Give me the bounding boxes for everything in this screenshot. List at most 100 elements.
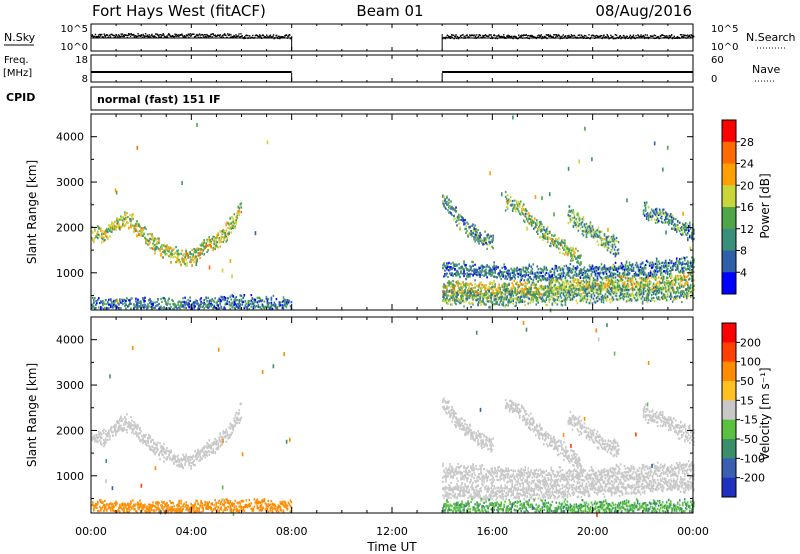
echo-cell bbox=[101, 306, 103, 310]
echo-cell bbox=[613, 272, 616, 275]
echo-cell bbox=[654, 262, 657, 265]
echo-cell bbox=[214, 239, 217, 242]
echo-cell bbox=[642, 209, 645, 212]
echo-cell bbox=[235, 299, 238, 302]
echo-cell bbox=[620, 262, 623, 265]
nsky-point bbox=[162, 33, 164, 35]
echo-cell bbox=[458, 273, 460, 276]
echo-cell bbox=[281, 306, 284, 310]
echo-cell bbox=[565, 273, 568, 277]
echo-cell bbox=[623, 273, 626, 276]
echo-cell bbox=[131, 297, 133, 300]
echo-cell bbox=[539, 278, 542, 281]
echo-cell bbox=[467, 282, 469, 285]
echo-cell bbox=[122, 219, 124, 222]
echo-cell bbox=[258, 296, 261, 299]
echo-cell bbox=[263, 306, 266, 309]
echo-cell bbox=[483, 302, 485, 305]
power-heatmap bbox=[91, 115, 695, 313]
echo-cell bbox=[201, 252, 203, 255]
echo-cell bbox=[498, 274, 500, 277]
nsky-point bbox=[451, 36, 453, 39]
nsky-point bbox=[593, 35, 595, 37]
echo-cell bbox=[479, 293, 481, 296]
echo-cell bbox=[483, 265, 485, 269]
echo-cell bbox=[229, 216, 232, 220]
echo-cell bbox=[109, 235, 111, 238]
nsky-point bbox=[129, 35, 132, 38]
echo-cell bbox=[234, 226, 237, 229]
echo-cell bbox=[551, 291, 554, 295]
echo-cell bbox=[192, 301, 194, 304]
echo-cell bbox=[238, 306, 241, 309]
echo-cell bbox=[546, 230, 548, 233]
echo-cell bbox=[239, 304, 242, 307]
nsky-point bbox=[684, 37, 687, 39]
echo-cell bbox=[117, 218, 119, 221]
echo-cell bbox=[538, 275, 541, 278]
echo-cell bbox=[535, 230, 538, 234]
echo-cell bbox=[465, 292, 467, 296]
echo-cell bbox=[595, 232, 598, 235]
nsky-point bbox=[563, 37, 565, 39]
echo-cell bbox=[494, 270, 496, 274]
echo-cell bbox=[613, 248, 616, 251]
echo-cell bbox=[653, 283, 656, 286]
echo-cell bbox=[633, 275, 636, 278]
echo-cell bbox=[272, 294, 275, 297]
echo-cell bbox=[138, 223, 140, 226]
echo-cell bbox=[128, 226, 130, 229]
echo-cell bbox=[562, 238, 564, 242]
echo-cell bbox=[544, 229, 546, 232]
echo-cell bbox=[189, 252, 191, 255]
echo-cell bbox=[126, 221, 128, 224]
echo-cell bbox=[682, 277, 685, 281]
echo-cell bbox=[668, 215, 671, 218]
echo-cell bbox=[637, 274, 640, 277]
echo-cell bbox=[158, 241, 160, 245]
echo-cell bbox=[686, 275, 689, 278]
echo-cell bbox=[94, 297, 96, 300]
echo-cell bbox=[459, 291, 461, 295]
nsky-point bbox=[210, 33, 213, 35]
nsky-point bbox=[553, 37, 556, 39]
echo-cell bbox=[153, 240, 155, 243]
echo-cell bbox=[469, 296, 471, 299]
echo-cell bbox=[243, 307, 246, 310]
echo-cell bbox=[122, 299, 124, 303]
echo-cell bbox=[567, 254, 569, 257]
echo-cell bbox=[607, 235, 610, 238]
echo-cell bbox=[209, 304, 211, 307]
echo-cell bbox=[165, 245, 167, 248]
echo-cell bbox=[577, 224, 580, 228]
echo-cell bbox=[463, 269, 465, 272]
nsky-point bbox=[99, 33, 101, 36]
echo-cell bbox=[640, 280, 643, 283]
echo-cell bbox=[591, 227, 594, 230]
echo-cell bbox=[660, 281, 663, 285]
echo-cell bbox=[474, 240, 476, 243]
echo-cell bbox=[480, 290, 482, 293]
echo-cell bbox=[608, 270, 611, 273]
echo-cell bbox=[611, 272, 614, 275]
nsky-point bbox=[175, 35, 177, 37]
echo-cell bbox=[641, 271, 644, 274]
echo-cell bbox=[452, 286, 454, 289]
echo-cell bbox=[196, 258, 198, 261]
nsky-point bbox=[585, 37, 588, 40]
echo-cell bbox=[476, 234, 478, 237]
echo-cell bbox=[573, 254, 575, 257]
nsky-point bbox=[594, 35, 596, 37]
echo-cell bbox=[228, 227, 231, 230]
nsky-point bbox=[460, 36, 463, 39]
nsky-point bbox=[495, 37, 497, 39]
echo-cell bbox=[545, 237, 547, 240]
nsky-point bbox=[526, 37, 528, 39]
echo-cell bbox=[485, 290, 487, 293]
echo-cell bbox=[625, 268, 628, 271]
echo-cell bbox=[650, 215, 653, 219]
echo-cell bbox=[238, 210, 241, 213]
echo-cell bbox=[652, 209, 655, 212]
echo-cell bbox=[213, 300, 216, 303]
echo-cell bbox=[515, 268, 518, 271]
